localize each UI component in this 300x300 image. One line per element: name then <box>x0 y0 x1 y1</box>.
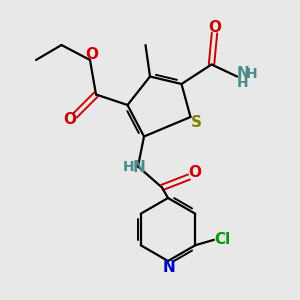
Text: H: H <box>237 76 249 90</box>
Text: S: S <box>190 115 201 130</box>
Text: O: O <box>208 20 221 35</box>
Text: N: N <box>133 160 146 175</box>
Text: N: N <box>237 66 249 81</box>
Text: O: O <box>188 165 202 180</box>
Text: O: O <box>63 112 76 128</box>
Text: H: H <box>123 160 134 174</box>
Text: N: N <box>162 260 175 274</box>
Text: H: H <box>246 67 258 80</box>
Text: O: O <box>85 46 98 62</box>
Text: Cl: Cl <box>214 232 230 247</box>
